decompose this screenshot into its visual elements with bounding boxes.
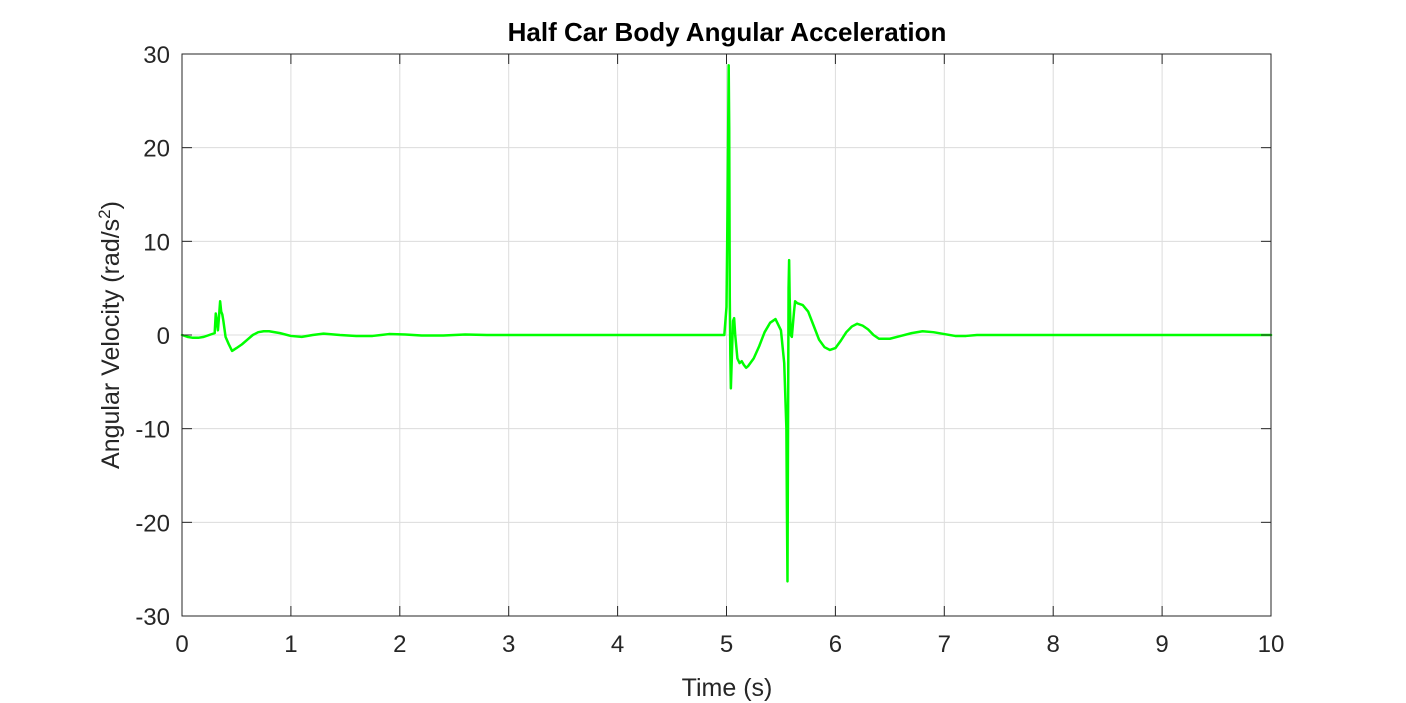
y-tick-label: 10: [143, 229, 170, 256]
x-tick-label: 7: [938, 631, 951, 658]
x-tick-label: 0: [175, 631, 188, 658]
x-tick-label: 3: [502, 631, 515, 658]
chart-title: Half Car Body Angular Acceleration: [508, 17, 947, 47]
y-axis-label-main: Angular Velocity (rad/s: [97, 219, 125, 469]
x-tick-label: 6: [829, 631, 842, 658]
y-tick-label: -30: [135, 604, 170, 631]
x-tick-label: 8: [1047, 631, 1060, 658]
y-axis-label-superscript: 2: [95, 209, 114, 218]
plot-line-group: [180, 63, 1273, 583]
x-tick-label: 5: [720, 631, 733, 658]
y-tick-label: 30: [143, 42, 170, 69]
x-tick-label: 2: [393, 631, 406, 658]
series-line-0: [180, 63, 1273, 583]
x-tick-label: 1: [284, 631, 297, 658]
x-tick-label: 10: [1258, 631, 1285, 658]
y-tick-label: 20: [143, 136, 170, 163]
x-tick-label: 9: [1155, 631, 1168, 658]
x-axis-label: Time (s): [682, 674, 773, 702]
y-axis-ticks: 30 20 10 0 -10 -20 -30: [135, 42, 1271, 631]
y-axis-label: Angular Velocity (rad/s2): [95, 201, 126, 469]
y-tick-label: -20: [135, 510, 170, 537]
y-tick-label: 0: [157, 323, 170, 350]
x-axis-ticks: 0 1 2 3 4 5 6 7 8 9 10: [175, 54, 1284, 658]
y-tick-label: -10: [135, 417, 170, 444]
y-axis-label-end: ): [97, 201, 125, 209]
x-tick-label: 4: [611, 631, 624, 658]
